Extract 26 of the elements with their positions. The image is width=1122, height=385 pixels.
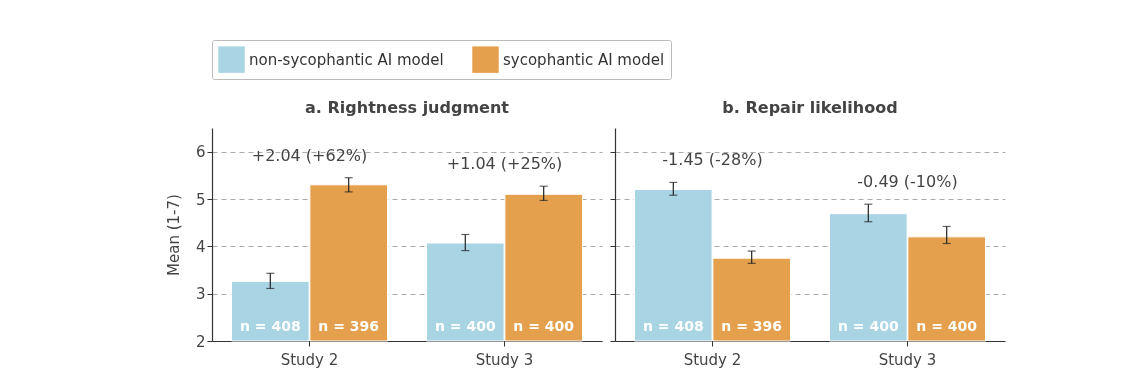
x-tick-label: Study 2 [683, 350, 742, 369]
y-tick-label: 3 [195, 285, 206, 304]
y-tick-label: 4 [195, 237, 206, 256]
annotation: n = 400 [916, 318, 978, 334]
annotation: -0.49 (-10%) [857, 172, 958, 192]
y-tick-label: 6 [195, 143, 206, 162]
annotation: n = 400 [513, 318, 575, 334]
legend-label: sycophantic AI model [503, 50, 665, 69]
annotation: -1.45 (-28%) [662, 150, 763, 170]
annotation: n = 400 [434, 318, 496, 334]
annotation: n = 400 [837, 318, 899, 334]
legend-label: non-sycophantic AI model [249, 50, 444, 69]
y-tick-label: 5 [195, 190, 206, 209]
y-tick-label: 2 [195, 332, 206, 351]
chart-title: a. Rightness judgment [305, 97, 510, 117]
annotation: +2.04 (+62%) [251, 145, 368, 165]
annotation: n = 408 [239, 318, 301, 334]
x-tick-label: Study 2 [280, 350, 339, 369]
annotation: +1.04 (+25%) [446, 154, 563, 174]
x-tick-label: Study 3 [475, 350, 534, 369]
annotation: n = 396 [318, 318, 380, 334]
annotation: n = 396 [721, 318, 783, 334]
chart-title: b. Repair likelihood [722, 98, 898, 117]
y-axis-title: Mean (1-7) [164, 194, 183, 276]
annotation: n = 408 [642, 318, 704, 334]
x-tick-label: Study 3 [878, 350, 937, 369]
